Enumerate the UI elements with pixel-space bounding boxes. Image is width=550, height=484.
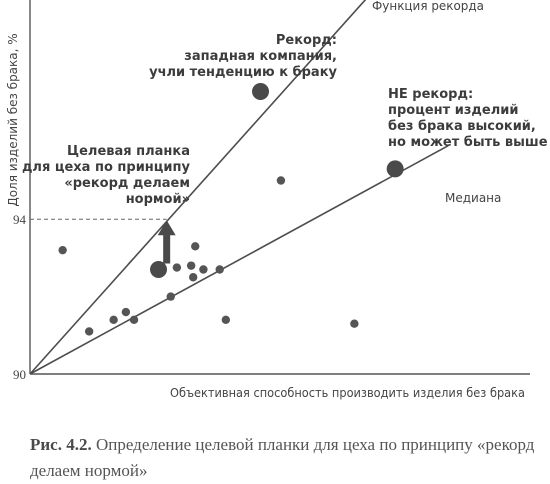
y-axis-label: Доля изделий без брака, % xyxy=(6,33,20,206)
y-tick-label: 94 xyxy=(13,212,27,227)
record-annotation: Рекорд: западная компания, учли тенденцию … xyxy=(149,33,337,80)
x-axis-label: Объективная способность производить изде… xyxy=(170,386,525,400)
data-point xyxy=(350,319,359,328)
data-point xyxy=(58,245,67,255)
data-point xyxy=(191,242,200,251)
figure-caption-text: Определение целевой планки для цеха по п… xyxy=(30,435,535,480)
data-point xyxy=(129,315,139,325)
median-line xyxy=(29,144,449,375)
target-annotation-line: для цеха по принципу xyxy=(22,160,191,175)
data-point xyxy=(186,261,196,270)
record-function-label: Функция рекорда xyxy=(372,0,484,13)
not-record-annotation-line: без брака высокий, xyxy=(388,119,536,134)
target-arrow-shaft xyxy=(163,233,171,264)
data-point xyxy=(121,307,131,317)
figure-caption: Рис. 4.2. Определение целевой планки для… xyxy=(30,432,545,484)
not-record-annotation-line: НЕ рекорд: xyxy=(388,87,473,102)
target-annotation-line: Целевая планка xyxy=(67,144,190,159)
y-tick-label: 90 xyxy=(13,367,26,382)
target-annotation: Целевая планка для цеха по принципу «рекор… xyxy=(22,144,191,207)
data-point xyxy=(215,265,224,274)
target-start-point xyxy=(150,261,168,279)
data-point xyxy=(199,265,208,274)
not-record-annotation-line: но может быть выше xyxy=(388,135,548,150)
not-record-annotation: НЕ рекорд: процент изделий без брака высок… xyxy=(388,87,548,150)
record-point xyxy=(252,82,270,100)
data-point xyxy=(221,315,231,325)
data-point xyxy=(84,327,94,336)
target-arrow-head xyxy=(157,220,176,236)
data-point xyxy=(166,292,175,301)
not-record-point xyxy=(386,160,404,178)
record-annotation-line: учли тенденцию к браку xyxy=(149,65,337,80)
data-point xyxy=(276,176,286,185)
record-annotation-line: западная компания, xyxy=(184,49,337,64)
chart: 9094100Объективная способность производи… xyxy=(6,0,548,400)
target-annotation-line: нормой» xyxy=(126,192,190,207)
not-record-annotation-line: процент изделий xyxy=(388,103,518,118)
data-point xyxy=(189,273,198,282)
figure-number: Рис. 4.2. xyxy=(30,435,92,454)
record-function-line xyxy=(29,0,367,375)
data-point xyxy=(172,263,182,272)
record-annotation-line: Рекорд: xyxy=(276,33,337,48)
data-point xyxy=(109,315,118,325)
median-label: Медиана xyxy=(445,191,501,205)
target-annotation-line: «рекорд делаем xyxy=(64,176,190,191)
